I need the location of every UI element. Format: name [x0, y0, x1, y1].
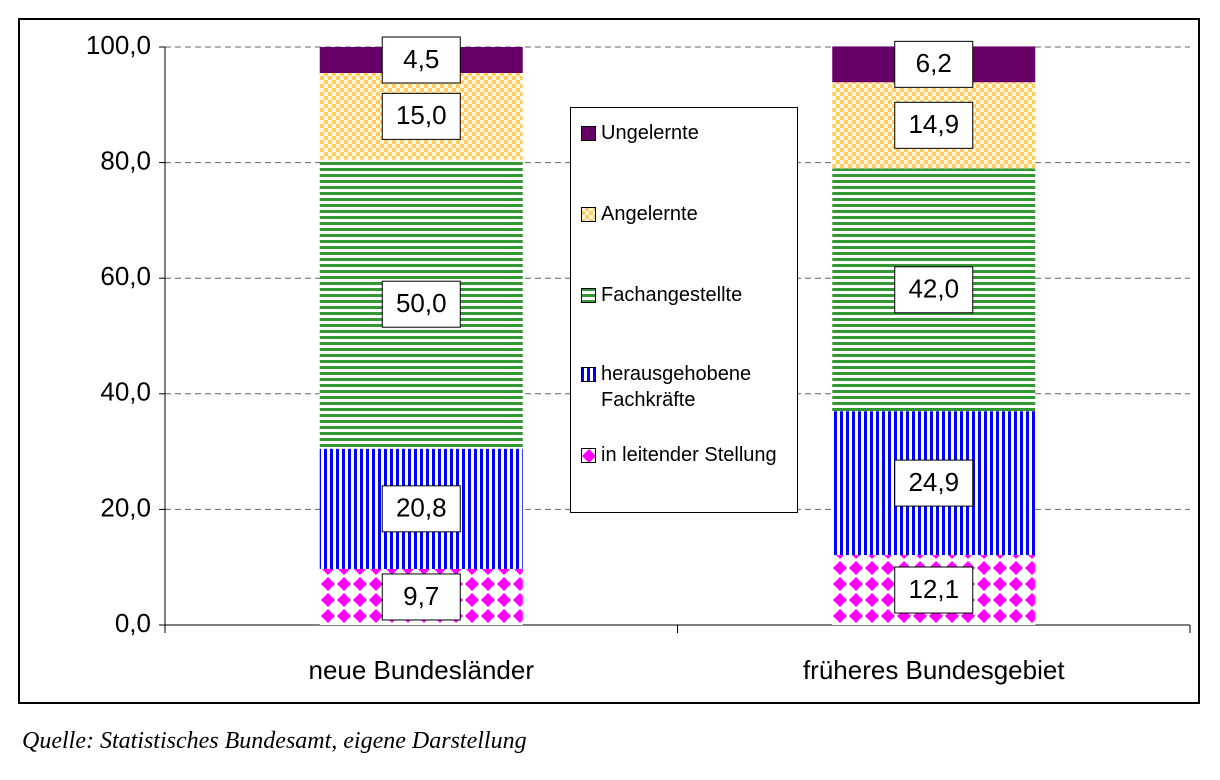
- legend-label: herausgehobene Fachkräfte: [601, 363, 752, 411]
- data-label-box: [381, 573, 461, 621]
- data-label: 20,8: [381, 485, 461, 533]
- legend: Ungelernte Angelernte Fachangestellte herau…: [570, 107, 798, 513]
- legend-item: herausgehobene Fachkräfte: [581, 361, 797, 413]
- data-label: 6,2: [894, 40, 974, 88]
- data-label-box: [381, 280, 461, 328]
- data-label-text: 4,5: [403, 44, 439, 74]
- data-label-box: [894, 266, 974, 314]
- data-label: 50,0: [381, 280, 461, 328]
- legend-swatch: [581, 288, 596, 303]
- source-note: Quelle: Statistisches Bundesamt, eigene …: [22, 728, 527, 754]
- data-label-text: 9,7: [403, 581, 439, 611]
- data-label: 24,9: [894, 459, 974, 507]
- data-label-box: [381, 485, 461, 533]
- y-tick-label: 80,0: [100, 145, 151, 175]
- legend-item: Angelernte: [581, 201, 797, 227]
- data-label-text: 42,0: [908, 274, 959, 304]
- data-label-text: 14,9: [908, 109, 959, 139]
- data-label: 9,7: [381, 573, 461, 621]
- legend-swatch: [581, 367, 596, 382]
- data-label: 12,1: [894, 566, 974, 614]
- data-label-text: 6,2: [916, 48, 952, 78]
- data-label-box: [381, 36, 461, 84]
- data-label: 15,0: [381, 92, 461, 140]
- data-label-box: [894, 566, 974, 614]
- x-tick-label: früheres Bundesgebiet: [803, 655, 1065, 685]
- data-label-box: [894, 40, 974, 88]
- data-label: 4,5: [381, 36, 461, 84]
- y-tick-label: 100,0: [86, 30, 151, 60]
- y-tick-label: 40,0: [100, 377, 151, 407]
- data-label-text: 24,9: [908, 467, 959, 497]
- legend-label: Fachangestellte: [601, 284, 743, 306]
- y-tick-label: 60,0: [100, 261, 151, 291]
- y-tick-label: 20,0: [100, 492, 151, 522]
- legend-swatch: [581, 126, 596, 141]
- legend-item: Fachangestellte: [581, 282, 797, 308]
- y-tick-label: 0,0: [115, 608, 151, 638]
- data-label-box: [894, 459, 974, 507]
- legend-label: Ungelernte: [601, 122, 699, 144]
- legend-swatch: [581, 207, 596, 222]
- data-label: 14,9: [894, 101, 974, 149]
- chart-frame: [18, 18, 1200, 704]
- data-label-text: 15,0: [396, 100, 447, 130]
- data-label: 42,0: [894, 266, 974, 314]
- legend-item: Ungelernte: [581, 120, 797, 146]
- legend-label: in leitender Stellung: [601, 444, 777, 466]
- data-label-box: [381, 92, 461, 140]
- legend-swatch: [581, 448, 596, 463]
- data-label-text: 12,1: [908, 574, 959, 604]
- legend-item: in leitender Stellung: [581, 442, 797, 468]
- x-tick-label: neue Bundesländer: [308, 655, 534, 685]
- data-label-box: [894, 101, 974, 149]
- data-label-text: 50,0: [396, 288, 447, 318]
- data-label-text: 20,8: [396, 493, 447, 523]
- legend-label: Angelernte: [601, 203, 698, 225]
